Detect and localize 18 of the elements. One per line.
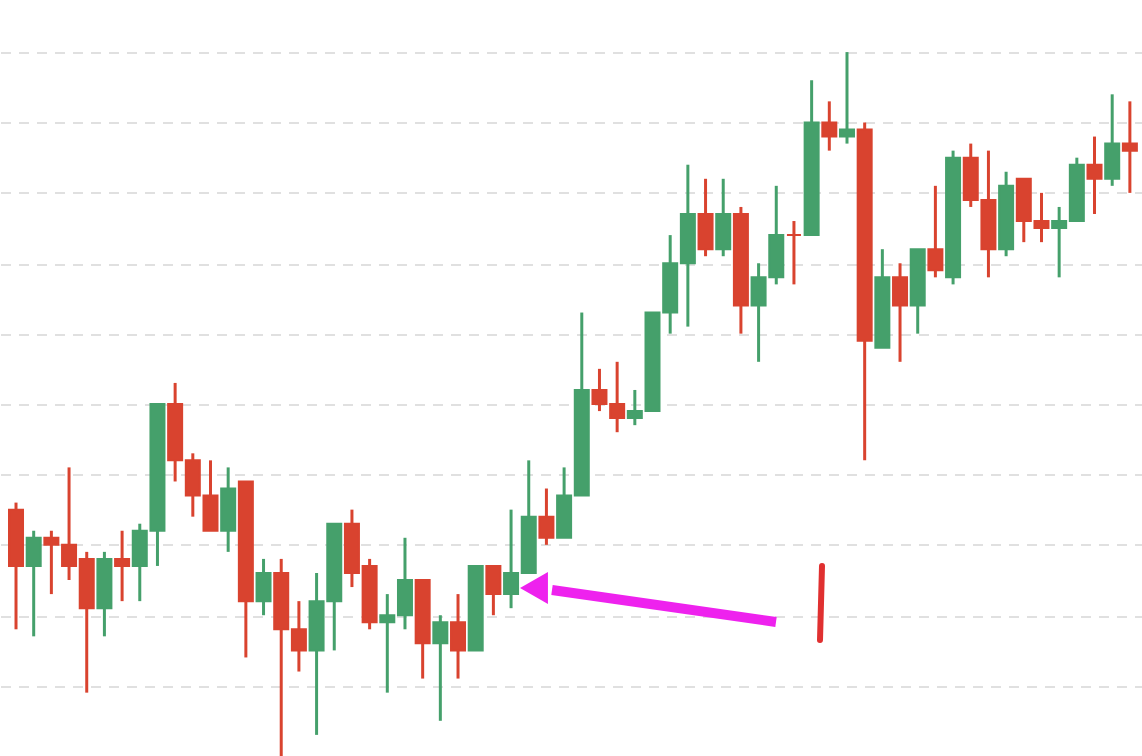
candlestick bbox=[1086, 135, 1103, 216]
candlestick bbox=[485, 564, 502, 617]
candlestick bbox=[838, 50, 855, 146]
candlestick bbox=[821, 99, 838, 153]
candlestick bbox=[927, 184, 944, 279]
candlestick bbox=[25, 529, 42, 638]
candlestick bbox=[255, 557, 272, 617]
candlestick bbox=[715, 177, 732, 258]
candlestick bbox=[538, 487, 555, 547]
candlestick bbox=[892, 261, 909, 364]
candlestick bbox=[432, 613, 449, 723]
candlestick bbox=[114, 529, 131, 603]
candlestick bbox=[785, 219, 802, 286]
candlestick bbox=[697, 177, 714, 258]
candlestick bbox=[1104, 92, 1121, 188]
candlestick bbox=[450, 592, 467, 681]
candlestick bbox=[220, 465, 237, 554]
candlestick bbox=[1121, 99, 1138, 195]
